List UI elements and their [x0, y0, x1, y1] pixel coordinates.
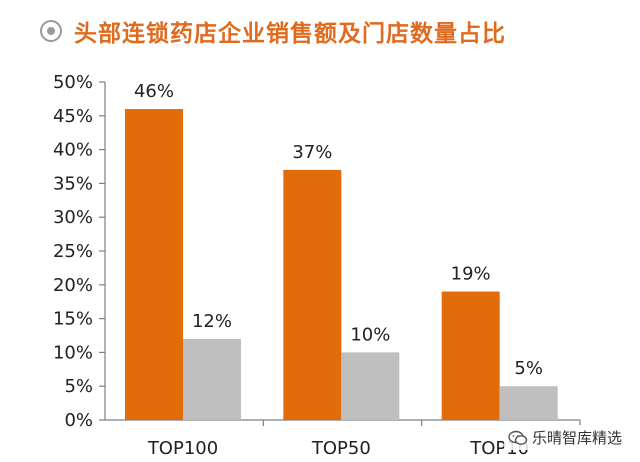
y-tick-label: 50% — [53, 72, 93, 93]
y-tick-label: 20% — [53, 275, 93, 296]
bar — [442, 292, 500, 420]
bar — [341, 352, 399, 420]
y-tick-label: 40% — [53, 140, 93, 161]
bar — [183, 339, 241, 420]
y-tick-label: 35% — [53, 173, 93, 194]
x-tick-label: TOP100 — [147, 438, 218, 459]
data-label: 19% — [451, 264, 491, 285]
wechat-icon — [508, 430, 528, 446]
watermark: 乐晴智库精选 — [504, 425, 626, 450]
data-label: 5% — [514, 358, 543, 379]
bar — [283, 170, 341, 420]
data-label: 10% — [350, 324, 390, 345]
y-tick-label: 25% — [53, 241, 93, 262]
y-tick-label: 10% — [53, 342, 93, 363]
bar — [500, 386, 558, 420]
y-tick-label: 0% — [64, 410, 93, 431]
watermark-text: 乐晴智库精选 — [532, 427, 622, 448]
bar — [125, 109, 183, 420]
data-label: 46% — [134, 81, 174, 102]
y-tick-label: 45% — [53, 106, 93, 127]
data-label: 12% — [192, 311, 232, 332]
y-tick-label: 5% — [64, 376, 93, 397]
y-tick-label: 15% — [53, 309, 93, 330]
y-tick-label: 30% — [53, 207, 93, 228]
x-tick-label: TOP50 — [311, 438, 371, 459]
data-label: 37% — [292, 142, 332, 163]
